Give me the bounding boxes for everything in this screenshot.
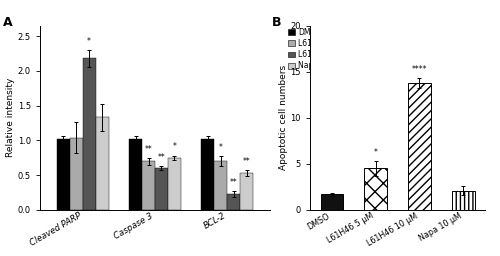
Bar [142, 161, 155, 210]
Bar [452, 190, 474, 210]
Bar [240, 173, 254, 210]
Text: *: * [87, 37, 91, 46]
Text: **: ** [144, 145, 152, 154]
Bar [56, 139, 70, 210]
Bar [320, 194, 343, 210]
Bar [129, 139, 142, 210]
Y-axis label: Apoptotic cell numbers: Apoptotic cell numbers [278, 65, 287, 170]
Bar [168, 158, 181, 210]
Bar [96, 118, 108, 210]
Text: **: ** [243, 157, 250, 166]
Text: *: * [172, 143, 176, 152]
Bar [214, 161, 228, 210]
Text: B: B [272, 16, 281, 29]
Bar [155, 168, 168, 210]
Text: ****: **** [412, 65, 427, 74]
Bar [408, 83, 431, 210]
Text: **: ** [230, 178, 237, 187]
Bar [70, 137, 82, 210]
Bar [228, 194, 240, 210]
Bar [202, 139, 214, 210]
Text: **: ** [158, 153, 166, 162]
Legend: DMSO, L61H46 5 μM, L61H46 10 μM, Napa 10 μM: DMSO, L61H46 5 μM, L61H46 10 μM, Napa 10… [288, 28, 354, 70]
Bar [82, 58, 96, 210]
Text: *: * [219, 143, 223, 152]
Text: A: A [3, 16, 13, 29]
Text: *: * [374, 148, 378, 157]
Bar [364, 168, 387, 210]
Y-axis label: Relative intensity: Relative intensity [6, 78, 15, 157]
